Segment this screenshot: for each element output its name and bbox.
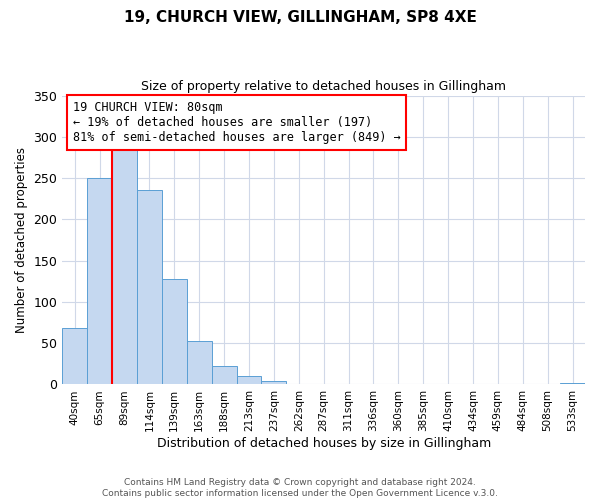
Text: 19, CHURCH VIEW, GILLINGHAM, SP8 4XE: 19, CHURCH VIEW, GILLINGHAM, SP8 4XE [124, 10, 476, 25]
Bar [162, 279, 187, 384]
Bar [112, 148, 137, 384]
Text: 19 CHURCH VIEW: 80sqm
← 19% of detached houses are smaller (197)
81% of semi-det: 19 CHURCH VIEW: 80sqm ← 19% of detached … [73, 102, 400, 144]
Bar [560, 383, 585, 384]
X-axis label: Distribution of detached houses by size in Gillingham: Distribution of detached houses by size … [157, 437, 491, 450]
Text: Contains HM Land Registry data © Crown copyright and database right 2024.
Contai: Contains HM Land Registry data © Crown c… [102, 478, 498, 498]
Bar [87, 178, 112, 384]
Bar [262, 381, 286, 384]
Bar [212, 366, 236, 384]
Bar [62, 328, 87, 384]
Bar [187, 340, 212, 384]
Title: Size of property relative to detached houses in Gillingham: Size of property relative to detached ho… [141, 80, 506, 93]
Y-axis label: Number of detached properties: Number of detached properties [15, 147, 28, 333]
Bar [137, 190, 162, 384]
Bar [236, 376, 262, 384]
